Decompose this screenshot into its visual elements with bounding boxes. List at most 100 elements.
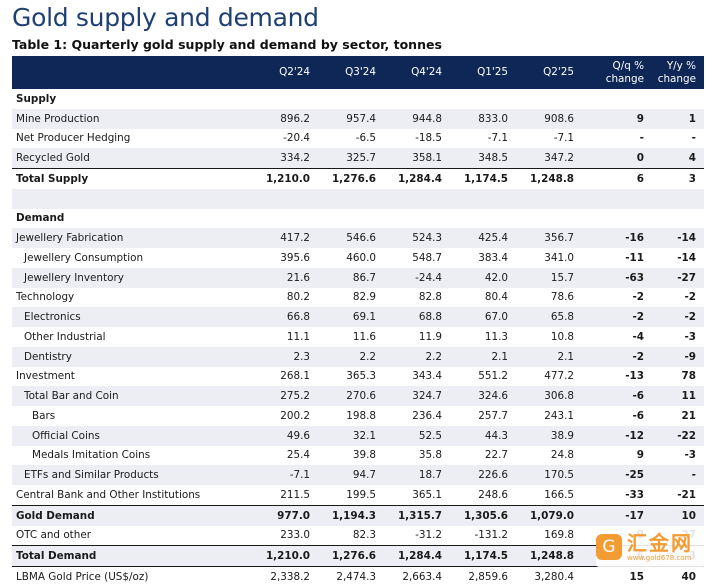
pct-change-cell: -2 — [582, 307, 652, 327]
row-label: Recycled Gold — [12, 148, 244, 169]
value-cell: 2,859.6 — [450, 565, 516, 587]
value-cell: 1,315.7 — [384, 504, 450, 526]
value-cell: -20.4 — [283, 132, 310, 145]
pct-change-cell: -2 — [582, 346, 652, 367]
pct-change-cell — [652, 89, 704, 109]
row-label: Medals Imitation Coins — [32, 449, 151, 462]
value-cell: 18.7 — [384, 465, 450, 485]
row-label: Total Supply — [12, 167, 244, 189]
value-cell — [318, 209, 384, 229]
value-cell: 66.8 — [244, 307, 318, 327]
watermark-url: www.gold678.com — [627, 553, 692, 562]
value-cell: 268.1 — [280, 370, 310, 383]
pct-change-cell: 15 — [582, 565, 652, 587]
pct-change-cell: 9 — [582, 108, 652, 129]
value-cell — [516, 89, 582, 109]
pct-change-cell: - — [691, 132, 696, 145]
value-cell: 356.7 — [516, 228, 582, 248]
value-cell: -7.1 — [487, 132, 508, 145]
header-label — [12, 56, 244, 89]
pct-change-cell — [652, 188, 704, 209]
row-label: Technology — [16, 291, 75, 304]
pct-change-cell: 6 — [582, 167, 652, 189]
pct-change-cell: -11 — [625, 251, 644, 264]
row-label: Supply — [16, 92, 57, 105]
header-q2-25: Q2'25 — [516, 56, 582, 89]
value-cell: 365.3 — [346, 370, 376, 383]
value-cell: 548.7 — [412, 251, 442, 264]
value-cell: 226.6 — [450, 465, 516, 485]
pct-change-cell — [582, 89, 652, 109]
value-cell — [318, 188, 384, 209]
table-row: Total Bar and Coin 275.2 270.6 324.7 324.6 30… — [12, 386, 704, 406]
value-cell: 82.3 — [352, 529, 376, 542]
value-cell: 1,210.0 — [244, 167, 318, 189]
table-row: Other Industrial 11.1 11.6 11.9 11.3 10.8 -4 -3 — [12, 327, 704, 347]
value-cell: 38.9 — [516, 425, 582, 446]
value-cell: 11.9 — [418, 330, 442, 343]
pct-change-cell — [582, 188, 652, 209]
value-cell: 2.2 — [318, 346, 384, 367]
value-cell: 3,280.4 — [516, 565, 582, 587]
row-label: Dentistry — [12, 346, 244, 367]
value-cell: 306.8 — [516, 386, 582, 406]
value-cell: 65.8 — [516, 307, 582, 327]
value-cell: -7.1 — [553, 132, 574, 145]
row-label: OTC and other — [16, 529, 92, 542]
pct-change-cell: 0 — [582, 148, 652, 169]
value-cell: 169.8 — [544, 529, 574, 542]
value-cell: 944.8 — [384, 108, 450, 129]
value-cell: 2.2 — [384, 346, 450, 367]
row-label: Other Industrial — [24, 330, 106, 343]
table-row: Recycled Gold 334.2 325.7 358.1 348.5 347.2 0 4 — [12, 148, 704, 169]
table-row: LBMA Gold Price (US$/oz) 2,338.2 2,474.3 2,… — [12, 565, 704, 587]
value-cell — [516, 188, 582, 209]
table-header-row: Q2'24 Q3'24 Q4'24 Q1'25 Q2'25 Q/q % chang… — [12, 56, 704, 89]
row-label: Mine Production — [12, 108, 244, 129]
pct-change-cell: -3 — [684, 449, 696, 462]
row-label: Jewellery Fabrication — [12, 228, 244, 248]
value-cell: 80.4 — [484, 291, 508, 304]
value-cell: 42.0 — [450, 267, 516, 288]
table-row: Mine Production 896.2 957.4 944.8 833.0 908.6… — [12, 108, 704, 129]
value-cell: 347.2 — [516, 148, 582, 169]
value-cell: 524.3 — [384, 228, 450, 248]
table-row: Jewellery Inventory 21.6 86.7 -24.4 42.0 15.7… — [12, 267, 704, 288]
value-cell: 78.6 — [550, 291, 574, 304]
header-qq-line1: Q/q % — [612, 59, 644, 72]
row-label: Electronics — [12, 307, 244, 327]
pct-change-cell: -33 — [625, 488, 644, 501]
pct-change-cell: - — [639, 132, 644, 145]
value-cell: 200.2 — [280, 409, 310, 422]
row-label: Bars — [32, 409, 56, 422]
watermark-text: 汇金网 — [627, 530, 693, 555]
value-cell — [244, 209, 318, 229]
table-row — [12, 188, 704, 209]
pct-change-cell: 78 — [681, 370, 696, 383]
value-cell: 324.6 — [450, 386, 516, 406]
value-cell: 977.0 — [244, 504, 318, 526]
value-cell: 334.2 — [244, 148, 318, 169]
value-cell: 82.8 — [418, 291, 442, 304]
table-row: Jewellery Fabrication 417.2 546.6 524.3 425.… — [12, 228, 704, 248]
header-q4-24: Q4'24 — [384, 56, 450, 89]
value-cell: 896.2 — [244, 108, 318, 129]
value-cell: 2,474.3 — [318, 565, 384, 587]
table-row: Central Bank and Other Institutions 211.5… — [12, 485, 704, 505]
value-cell: 233.0 — [280, 529, 310, 542]
page-title: Gold supply and demand — [12, 3, 319, 32]
pct-change-cell: -6 — [582, 386, 652, 406]
value-cell: 11.6 — [352, 330, 376, 343]
value-cell: 325.7 — [318, 148, 384, 169]
value-cell: 1,174.5 — [450, 545, 516, 567]
value-cell: 80.2 — [286, 291, 310, 304]
row-label: ETFs and Similar Products — [12, 465, 244, 485]
pct-change-cell: -2 — [652, 307, 704, 327]
value-cell: 10.8 — [550, 330, 574, 343]
value-cell: 395.6 — [280, 251, 310, 264]
value-cell: 52.5 — [384, 425, 450, 446]
value-cell: 275.2 — [244, 386, 318, 406]
pct-change-cell: -13 — [625, 370, 644, 383]
value-cell: 460.0 — [346, 251, 376, 264]
header-yy-change: Y/y % change — [652, 56, 704, 89]
